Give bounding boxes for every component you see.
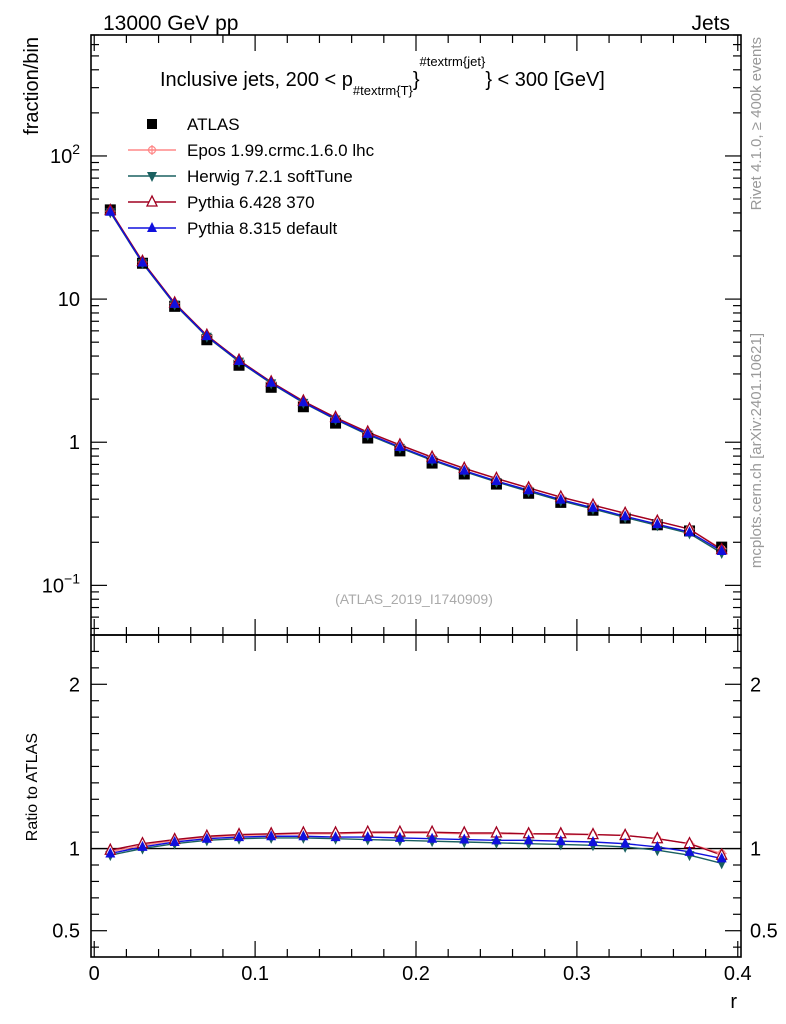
series-3-ratio-marker xyxy=(394,831,405,842)
plot-title-subscript: #textrm{T} xyxy=(353,83,414,98)
y-tick-base: 10 xyxy=(42,575,64,597)
series-3-marker xyxy=(169,297,180,308)
plot-title: Inclusive jets, 200 < p#textrm{T}}#textr… xyxy=(160,54,605,98)
series-3-marker xyxy=(620,510,631,521)
series-3-ratio-marker xyxy=(459,833,470,844)
series-1-ratio-line xyxy=(110,837,722,865)
y-tick-base: 10 xyxy=(58,289,80,311)
series-3-ratio-marker xyxy=(587,836,598,846)
legend-marker xyxy=(147,172,157,182)
series-3-marker xyxy=(266,376,277,387)
series-3-marker xyxy=(716,544,727,555)
y-tick-label: 1 xyxy=(69,432,80,454)
series-3-ratio-marker xyxy=(652,840,663,851)
series-3-ratio-marker xyxy=(330,831,341,842)
series-3-ratio-marker xyxy=(716,852,727,863)
y-tick-label: 10−1 xyxy=(42,570,80,597)
series-3-ratio-marker xyxy=(201,832,212,843)
ratio-tick-label-right: 2 xyxy=(750,674,761,696)
series-3-marker xyxy=(137,256,148,267)
mcplots-label: mcplots.cern.ch [arXiv:2401.10621] xyxy=(748,333,765,568)
ratio-plot-frame xyxy=(90,634,742,958)
series-3-marker xyxy=(298,396,309,407)
legend-marker xyxy=(147,145,157,155)
series-3-ratio-marker xyxy=(491,834,502,845)
x-tick-label: 0.4 xyxy=(724,963,752,985)
y-tick-exponent: −1 xyxy=(64,570,80,586)
series-2-ratio-line xyxy=(110,831,722,856)
y-tick-label: 102 xyxy=(50,141,80,168)
y-tick-base: 1 xyxy=(69,432,80,454)
header-left: 13000 GeV pp xyxy=(103,12,238,35)
series-2-line xyxy=(109,210,723,551)
plot-title-close: } xyxy=(413,69,420,91)
main-series-layer xyxy=(104,203,728,559)
x-tick-label: 0.1 xyxy=(241,963,269,985)
series-3-ratio-line xyxy=(110,835,722,860)
series-0-line xyxy=(109,210,723,550)
x-tick-label: 0 xyxy=(89,963,100,985)
series-3-marker xyxy=(427,453,438,464)
ratio-tick-label-right: 1 xyxy=(750,839,761,861)
series-3-marker xyxy=(394,440,405,451)
y-tick-base: 10 xyxy=(50,146,72,168)
legend: ATLAS Epos 1.99.crmc.1.6.0 lhc Herwig 7.2.… xyxy=(128,115,375,238)
series-3-ratio-marker xyxy=(298,830,309,841)
plot-title-prefix: Inclusive jets, 200 < p xyxy=(160,69,353,91)
series-3-ratio-marker xyxy=(234,831,245,842)
series-3-ratio-marker xyxy=(105,847,116,858)
series-3-ratio-marker xyxy=(523,834,534,845)
series-3-ratio-marker xyxy=(362,831,373,842)
series-3-marker xyxy=(362,427,373,438)
series-3-marker xyxy=(105,205,116,216)
x-tick-label: 0.2 xyxy=(402,963,430,985)
y-tick-label: 10 xyxy=(58,289,80,311)
series-3-ratio-marker xyxy=(684,845,695,856)
ratio-y-axis-label: Ratio to ATLAS xyxy=(24,733,41,841)
rivet-label: Rivet 4.1.0, ≥ 400k events xyxy=(748,37,765,210)
series-3-marker xyxy=(234,355,245,366)
y-axis-label: fraction/bin xyxy=(21,37,43,135)
ratio-tick-label: 1 xyxy=(69,839,80,861)
series-3-marker xyxy=(652,518,663,529)
ratio-tick-label: 0.5 xyxy=(52,921,80,943)
y-tick-exponent: 2 xyxy=(72,141,80,157)
legend-marker xyxy=(147,119,157,129)
series-3-marker xyxy=(330,412,341,423)
series-3-marker xyxy=(555,493,566,504)
series-3-ratio-marker xyxy=(555,835,566,846)
legend-label: Pythia 8.315 default xyxy=(187,219,338,238)
series-3-marker xyxy=(587,501,598,512)
header-right: Jets xyxy=(691,12,730,35)
series-3-marker xyxy=(684,526,695,537)
series-3-marker xyxy=(201,330,212,341)
ratio-tick-label: 2 xyxy=(69,674,80,696)
legend-label: Herwig 7.2.1 softTune xyxy=(187,167,353,186)
plot-title-superscript: #textrm{jet} xyxy=(420,54,486,69)
plot-title-suffix: } < 300 [GeV] xyxy=(485,69,605,91)
series-3-ratio-marker xyxy=(266,830,277,841)
series-3-ratio-marker xyxy=(620,837,631,848)
x-axis-label: r xyxy=(730,991,737,1013)
legend-label: Epos 1.99.crmc.1.6.0 lhc xyxy=(187,141,375,160)
series-3-line xyxy=(109,211,723,552)
legend-marker xyxy=(145,194,159,207)
series-3-ratio-marker xyxy=(169,836,180,846)
legend-label: Pythia 6.428 370 xyxy=(187,193,315,212)
series-3-ratio-marker xyxy=(427,832,438,843)
series-3-ratio-marker xyxy=(137,840,148,851)
x-tick-label: 0.3 xyxy=(563,963,591,985)
series-3-marker xyxy=(491,475,502,486)
series-1-line xyxy=(109,212,723,554)
axis-ticks xyxy=(91,34,741,957)
ratio-tick-label-right: 0.5 xyxy=(750,921,778,943)
ratio-series-layer xyxy=(104,824,728,870)
series-3-marker xyxy=(459,464,470,475)
analysis-id: (ATLAS_2019_I1740909) xyxy=(335,591,493,607)
series-3-marker xyxy=(523,484,534,495)
legend-label: ATLAS xyxy=(187,115,240,134)
legend-marker xyxy=(147,222,157,232)
